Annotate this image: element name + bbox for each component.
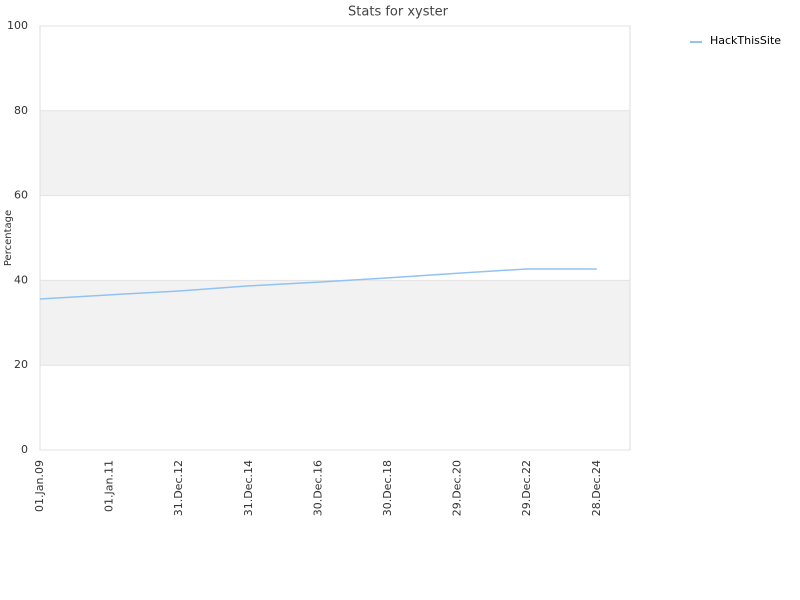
x-tick-label: 28.Dec.24: [590, 460, 603, 516]
x-tick-label: 01.Jan.11: [103, 460, 116, 512]
x-tick-label: 29.Dec.22: [520, 460, 533, 516]
data-line: [39, 268, 597, 300]
y-tick-label: 0: [21, 443, 28, 456]
x-tick-label: 01.Jan.09: [33, 460, 46, 512]
plot-band: [40, 110, 630, 196]
y-tick-label: 100: [7, 19, 28, 32]
y-axis-label: Percentage: [3, 210, 14, 266]
x-tick-label: 31.Dec.12: [172, 460, 185, 516]
x-tick-label: 30.Dec.16: [311, 460, 324, 516]
y-tick-label: 60: [14, 189, 28, 202]
x-tick-label: 31.Dec.14: [242, 460, 255, 516]
y-tick-label: 20: [14, 358, 28, 371]
plot-band: [40, 280, 630, 366]
chart-title: Stats for xyster: [348, 5, 449, 20]
x-tick-label: 29.Dec.20: [451, 460, 464, 516]
y-tick-label: 80: [14, 104, 28, 117]
y-tick-label: 40: [14, 273, 28, 286]
x-tick-label: 30.Dec.18: [381, 460, 394, 516]
legend-label: HackThisSite: [710, 34, 781, 47]
